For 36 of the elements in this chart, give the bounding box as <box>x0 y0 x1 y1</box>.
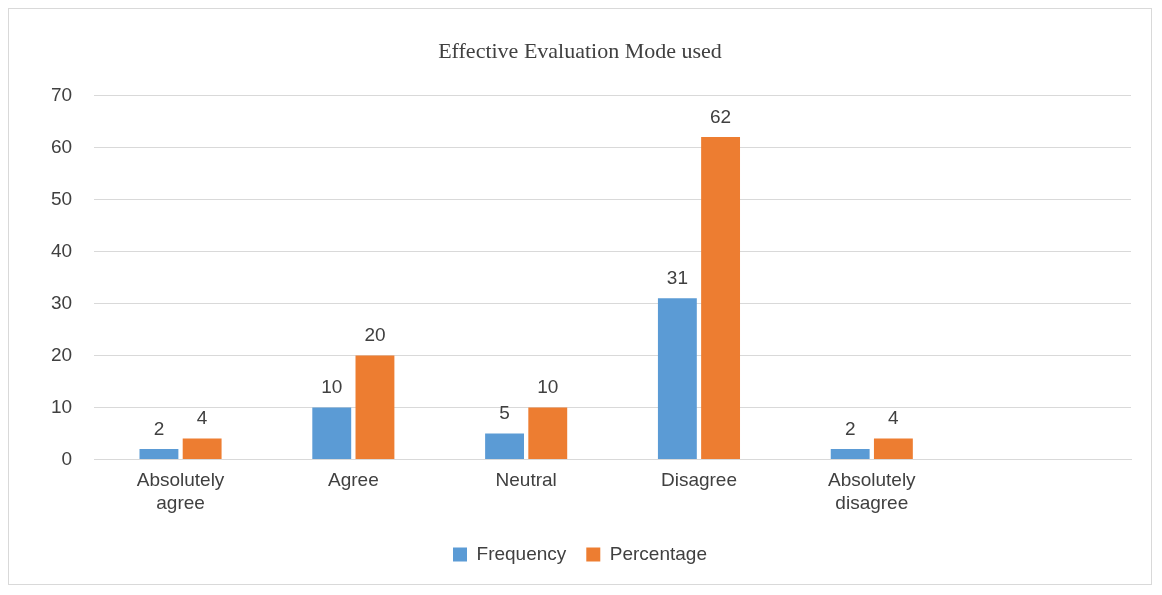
x-tick-label: Neutral <box>495 469 557 491</box>
y-tick-label: 30 <box>50 291 73 313</box>
data-label: 62 <box>710 105 732 127</box>
legend-label: Frequency <box>476 542 567 564</box>
bar <box>830 449 870 459</box>
legend-label: Percentage <box>609 542 707 564</box>
bar <box>182 438 222 459</box>
bar <box>657 298 697 459</box>
bar <box>485 433 524 459</box>
bar <box>701 137 741 459</box>
bar <box>312 407 352 459</box>
data-label: 4 <box>888 407 900 429</box>
x-tick-label: Agree <box>328 469 379 491</box>
y-tick-label: 20 <box>50 343 73 365</box>
y-tick-label: 0 <box>61 447 73 469</box>
data-label: 4 <box>196 407 208 429</box>
chart-title: Effective Evaluation Mode used <box>438 37 722 63</box>
x-tick-label: Disagree <box>660 469 737 491</box>
data-label: 31 <box>666 266 688 288</box>
y-tick-label: 50 <box>50 187 73 209</box>
data-label: 5 <box>499 402 510 424</box>
bar <box>873 438 913 459</box>
data-label: 10 <box>321 376 343 398</box>
data-label: 10 <box>537 376 559 398</box>
y-tick-label: 60 <box>50 135 73 157</box>
data-label: 2 <box>844 417 856 439</box>
data-label: 20 <box>364 324 386 346</box>
bar <box>139 449 179 459</box>
x-tick-label: Absolutely disagree <box>827 469 917 513</box>
y-tick-label: 70 <box>50 83 73 105</box>
x-tick-label: Absolutely agree <box>136 469 225 513</box>
bar <box>528 407 568 459</box>
y-tick-label: 40 <box>50 239 73 261</box>
data-label: 2 <box>153 417 165 439</box>
bar <box>355 355 395 459</box>
y-tick-label: 10 <box>50 395 73 417</box>
